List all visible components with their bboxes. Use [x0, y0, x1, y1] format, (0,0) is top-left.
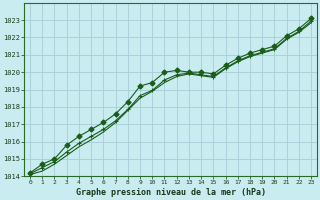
X-axis label: Graphe pression niveau de la mer (hPa): Graphe pression niveau de la mer (hPa)	[76, 188, 266, 197]
